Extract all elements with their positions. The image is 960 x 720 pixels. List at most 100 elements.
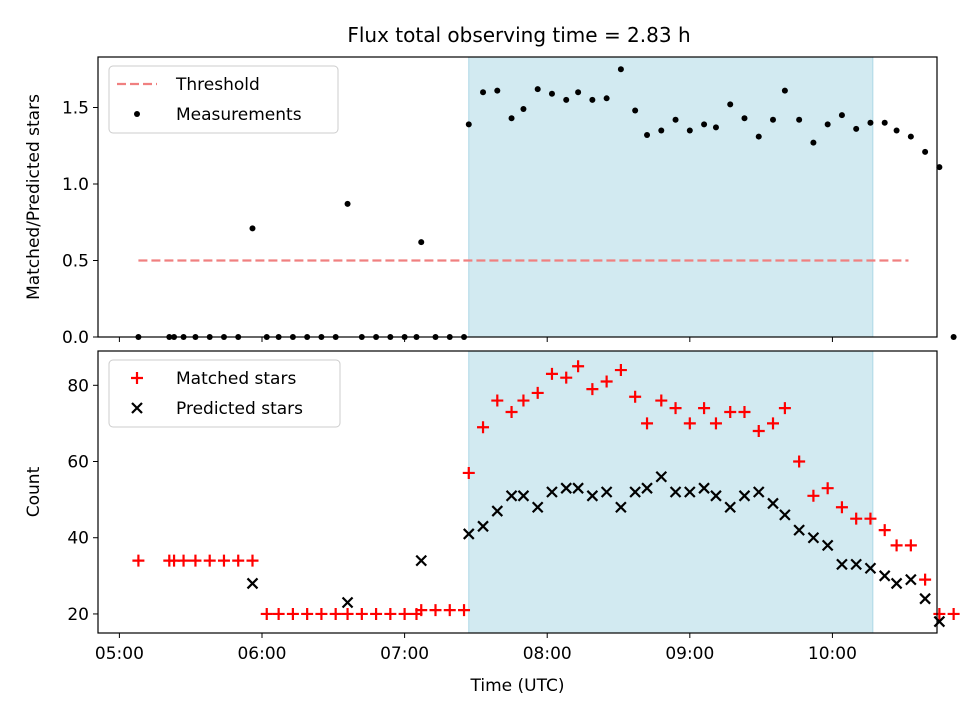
x-tick-label: 10:00 bbox=[808, 644, 857, 664]
data-point bbox=[344, 200, 351, 207]
data-point bbox=[778, 402, 791, 415]
data-point bbox=[572, 360, 585, 373]
data-point bbox=[286, 607, 299, 620]
x-tick-label: 08:00 bbox=[523, 644, 572, 664]
data-point bbox=[341, 607, 354, 620]
data-point bbox=[698, 402, 711, 415]
data-point bbox=[329, 607, 342, 620]
legend-label: Measurements bbox=[176, 105, 302, 125]
data-point bbox=[770, 116, 777, 123]
observing-span bbox=[468, 56, 874, 338]
observing-span bbox=[468, 350, 874, 634]
series-predicted-stars bbox=[246, 470, 946, 628]
x-tick-label: 07:00 bbox=[380, 644, 429, 664]
data-point bbox=[893, 127, 900, 134]
data-point bbox=[462, 466, 475, 479]
data-point bbox=[727, 101, 734, 108]
data-point bbox=[796, 116, 803, 123]
data-point bbox=[494, 87, 501, 94]
data-point bbox=[429, 604, 442, 617]
data-point bbox=[686, 127, 693, 134]
data-point bbox=[922, 148, 929, 155]
data-point bbox=[724, 405, 737, 418]
data-point bbox=[249, 225, 256, 232]
data-point bbox=[738, 490, 751, 502]
data-point bbox=[415, 554, 428, 567]
data-point bbox=[655, 394, 668, 407]
data-point bbox=[838, 112, 845, 119]
data-point bbox=[603, 95, 610, 102]
data-point bbox=[477, 520, 489, 533]
data-point bbox=[629, 390, 642, 403]
y-tick-label: 60 bbox=[67, 453, 89, 473]
data-point bbox=[465, 121, 472, 128]
data-point bbox=[629, 486, 641, 498]
data-point bbox=[947, 607, 960, 620]
data-point bbox=[683, 417, 696, 430]
data-point bbox=[203, 554, 216, 567]
data-point bbox=[531, 501, 544, 514]
data-point bbox=[491, 505, 504, 517]
y-axis-label: Count bbox=[24, 466, 44, 517]
data-point bbox=[520, 106, 527, 113]
data-point bbox=[752, 425, 765, 438]
data-point bbox=[641, 417, 654, 430]
data-point bbox=[850, 512, 863, 525]
data-point bbox=[560, 482, 573, 494]
data-point bbox=[821, 539, 834, 552]
data-point bbox=[669, 402, 682, 415]
x-tick-label: 05:00 bbox=[95, 644, 144, 664]
data-point bbox=[572, 482, 584, 494]
data-point bbox=[589, 96, 596, 103]
y-tick-label: 0.5 bbox=[62, 251, 89, 271]
x-axis-label: Time (UTC) bbox=[470, 676, 565, 696]
data-point bbox=[807, 489, 820, 502]
data-point bbox=[724, 501, 736, 514]
y-axis-label: Matched/Predicted stars bbox=[24, 94, 44, 300]
data-point bbox=[232, 554, 245, 567]
data-point bbox=[534, 86, 541, 93]
data-point bbox=[738, 405, 751, 418]
data-point bbox=[189, 554, 202, 567]
data-point bbox=[767, 497, 779, 510]
data-point bbox=[217, 554, 230, 567]
data-point bbox=[491, 394, 504, 407]
data-point bbox=[341, 596, 354, 609]
data-point bbox=[301, 607, 314, 620]
data-point bbox=[864, 512, 877, 525]
data-point bbox=[632, 107, 639, 114]
data-point bbox=[246, 577, 259, 590]
legend-label: Predicted stars bbox=[176, 399, 303, 419]
data-point bbox=[850, 558, 862, 571]
data-point bbox=[919, 592, 931, 605]
data-point bbox=[881, 119, 888, 126]
data-point bbox=[614, 364, 627, 377]
data-point bbox=[836, 558, 848, 571]
data-point bbox=[907, 133, 914, 140]
data-point bbox=[398, 607, 411, 620]
data-point bbox=[950, 334, 957, 340]
data-point bbox=[878, 570, 891, 582]
data-point bbox=[480, 89, 487, 96]
data-point bbox=[418, 239, 425, 246]
data-point bbox=[644, 132, 651, 139]
data-point bbox=[807, 531, 820, 544]
data-point bbox=[443, 604, 456, 617]
data-point bbox=[904, 539, 917, 552]
data-point bbox=[905, 573, 917, 586]
data-point bbox=[517, 490, 530, 502]
data-point bbox=[505, 490, 518, 502]
data-point bbox=[821, 482, 834, 495]
data-point bbox=[246, 554, 259, 567]
series-measurements bbox=[135, 66, 957, 340]
x-tick-label: 06:00 bbox=[237, 644, 286, 664]
count-panel: 20 40 60 80 05:00 06:00 07:00 08:00 09:00 10:00 Co… bbox=[24, 350, 960, 696]
data-point bbox=[586, 383, 599, 396]
legend: Threshold Measurements bbox=[108, 65, 339, 134]
data-point bbox=[655, 470, 668, 483]
data-point bbox=[684, 486, 696, 498]
data-point bbox=[477, 421, 490, 434]
data-point bbox=[315, 607, 328, 620]
data-point bbox=[508, 115, 515, 122]
